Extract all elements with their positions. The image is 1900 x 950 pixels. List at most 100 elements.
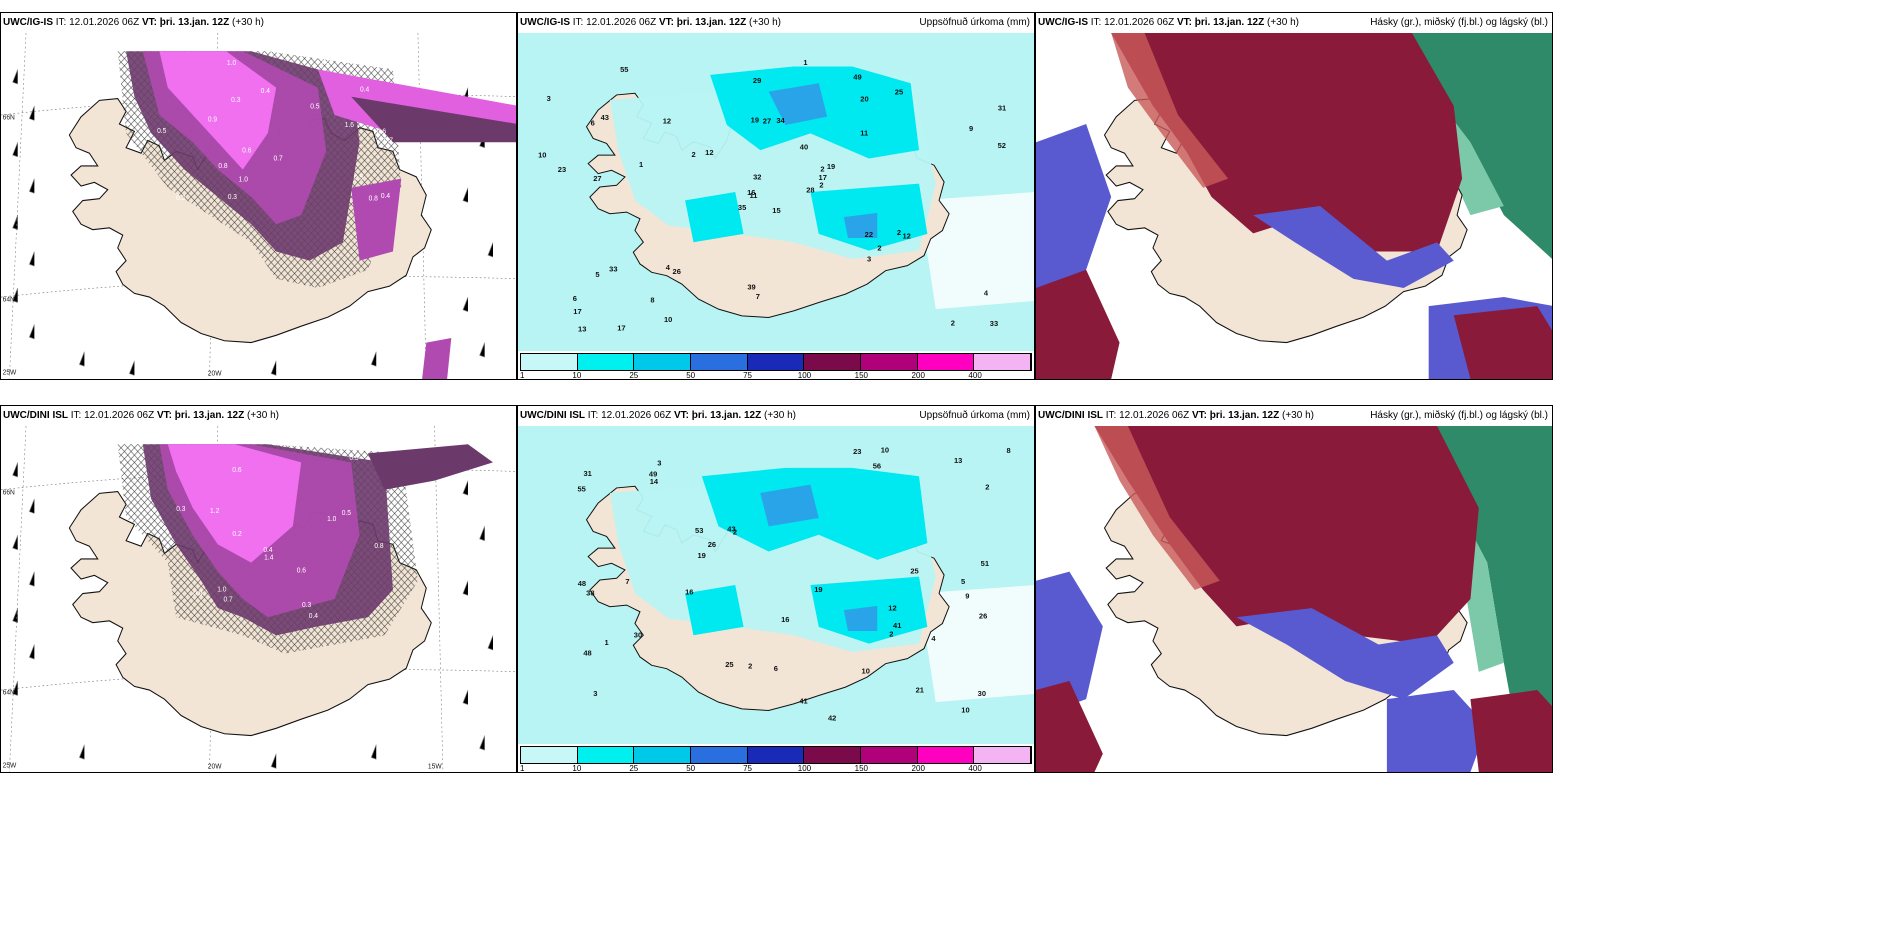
colorbar-tick: 10 — [572, 371, 582, 380]
value-label: 10 — [961, 705, 969, 714]
value-label: 33 — [990, 319, 998, 328]
panel-precip-igis: UWC/IG-IS IT: 12.01.2026 06Z VT: þri. 13… — [517, 12, 1035, 380]
value-label: 2 — [985, 482, 989, 491]
value-label: 23 — [853, 447, 861, 456]
valid-time: þri. 13.jan. 12Z — [174, 410, 245, 421]
value-label: 26 — [979, 612, 987, 621]
value-label: 12 — [888, 603, 896, 612]
value-label: 34 — [776, 116, 785, 125]
panel-clouds-igis: UWC/IG-IS IT: 12.01.2026 06Z VT: þri. 13… — [1035, 12, 1553, 380]
value-label: 4 — [931, 634, 936, 643]
model-name: UWC/DINI ISL — [1038, 410, 1103, 421]
value-label: 51 — [981, 559, 989, 568]
precip-blue-core-2 — [843, 212, 878, 239]
value-label: 30 — [978, 689, 986, 698]
colorbar-cell — [974, 354, 1032, 370]
value-label: 52 — [998, 141, 1006, 150]
value-label: 41 — [893, 621, 901, 630]
value-label: 53 — [695, 526, 703, 535]
value-label: 35 — [738, 203, 746, 212]
value-label: 0.2 — [232, 531, 241, 538]
lat-66-label: 66N — [3, 489, 15, 496]
value-label: 25 — [725, 660, 733, 669]
value-label: 17 — [819, 173, 827, 182]
low-cloud-blue-edge — [1236, 608, 1454, 700]
valid-label: VT: — [141, 17, 157, 28]
colorbar-cell — [917, 747, 975, 763]
value-label: 6 — [573, 294, 577, 303]
valid-label: VT: — [1191, 410, 1207, 421]
panel-precip-dini: UWC/DINI ISL IT: 12.01.2026 06Z VT: þri.… — [517, 405, 1035, 773]
value-label: 0.6 — [377, 128, 386, 135]
value-label: 39 — [747, 283, 755, 292]
colorbar-cell — [804, 747, 862, 763]
precip-value-labels: 1561162264934202855332731351117194033121… — [538, 58, 1006, 334]
lon-25-label: 25W — [3, 762, 17, 769]
wind-barbs — [12, 462, 494, 769]
low-cloud-southeast — [1386, 690, 1488, 772]
colorbar-cell — [634, 747, 692, 763]
value-label: 1.0 — [327, 516, 336, 523]
value-label: 43 — [601, 113, 609, 122]
lat-64-label: 64N — [3, 689, 15, 696]
value-label: 49 — [853, 72, 861, 81]
mid-cloud-southeast — [1470, 690, 1552, 772]
value-label: 0.5 — [157, 128, 166, 135]
panel-header: UWC/DINI ISL IT: 12.01.2026 06Z VT: þri.… — [1036, 406, 1552, 426]
value-label: 0.4 — [360, 86, 369, 93]
snow-map: 0.4 0.6 1.0 1.2 0.5 0.3 0.8 0.2 1.4 0.7 0.9 0.3 0.4 0… — [1, 426, 516, 772]
value-label: 0.6 — [297, 567, 306, 574]
value-label: 7 — [756, 292, 760, 301]
valid-time: þri. 13.jan. 12Z — [691, 410, 762, 421]
mid-cloud-red-edge — [1094, 426, 1220, 590]
value-label: 16 — [781, 615, 789, 624]
valid-time: þri. 13.jan. 12Z — [159, 17, 230, 28]
value-label: 26 — [673, 267, 681, 276]
mid-cloud-crimson — [1094, 426, 1479, 645]
colorbar-tick: 100 — [797, 371, 812, 380]
init-time: IT: 12.01.2026 06Z — [1105, 410, 1190, 421]
colorbar-cell — [577, 747, 635, 763]
value-label: 0.6 — [232, 467, 241, 474]
value-label: 4 — [984, 289, 989, 298]
value-label: 32 — [753, 172, 761, 181]
mid-cloud-crimson — [1111, 33, 1463, 252]
colorbar-tick: 100 — [797, 764, 812, 773]
value-label: 0.8 — [369, 195, 378, 202]
value-label: 27 — [763, 116, 771, 125]
value-label: 1.0 — [239, 176, 248, 183]
init-time: IT: 12.01.2026 06Z — [70, 410, 155, 421]
value-label: 1 — [604, 638, 608, 647]
precip-value-labels: 1293322148565342554831302551161943308131… — [577, 446, 1010, 723]
value-label: 16 — [685, 588, 693, 597]
model-name: UWC/IG-IS — [1038, 17, 1088, 28]
lon-15-label: 15W — [428, 763, 442, 770]
colorbar-tick: 10 — [572, 764, 582, 773]
value-label: 1.0 — [217, 586, 226, 593]
value-label: 48 — [578, 579, 586, 588]
value-label: 0.4 — [309, 613, 318, 620]
value-label: 0.6 — [242, 147, 251, 154]
value-label: 13 — [954, 456, 962, 465]
panel-right-title: Hásky (gr.), miðský (fj.bl.) og lágský (… — [1370, 17, 1548, 28]
value-label: 0.7 — [384, 137, 393, 144]
colorbar-tick: 400 — [968, 764, 982, 773]
colorbar-tick: 200 — [911, 371, 925, 380]
panel-header: UWC/DINI ISL IT: 12.01.2026 06Z VT: þri.… — [518, 406, 1034, 426]
value-label: 6 — [591, 118, 595, 127]
cloud-map — [1036, 426, 1552, 772]
panel-header: UWC/IG-IS IT: 12.01.2026 06Z VT: þri. 13… — [1036, 13, 1552, 33]
value-label: 9 — [965, 592, 969, 601]
model-name: UWC/DINI ISL — [520, 410, 585, 421]
value-label: 0.4 — [381, 193, 390, 200]
colorbar-tick: 50 — [686, 764, 696, 773]
panel-right-title: Hásky (gr.), miðský (fj.bl.) og lágský (… — [1370, 410, 1548, 421]
snow-bright-field — [167, 444, 302, 563]
value-label: 0.8 — [218, 163, 227, 170]
precip-cyan-west — [685, 192, 744, 243]
lat-66-label: 66N — [3, 114, 15, 121]
colorbar-cell — [861, 354, 918, 370]
colorbar-cell — [634, 354, 692, 370]
lead-time: (+30 h) — [247, 410, 279, 421]
snow-plume-east — [367, 444, 493, 490]
